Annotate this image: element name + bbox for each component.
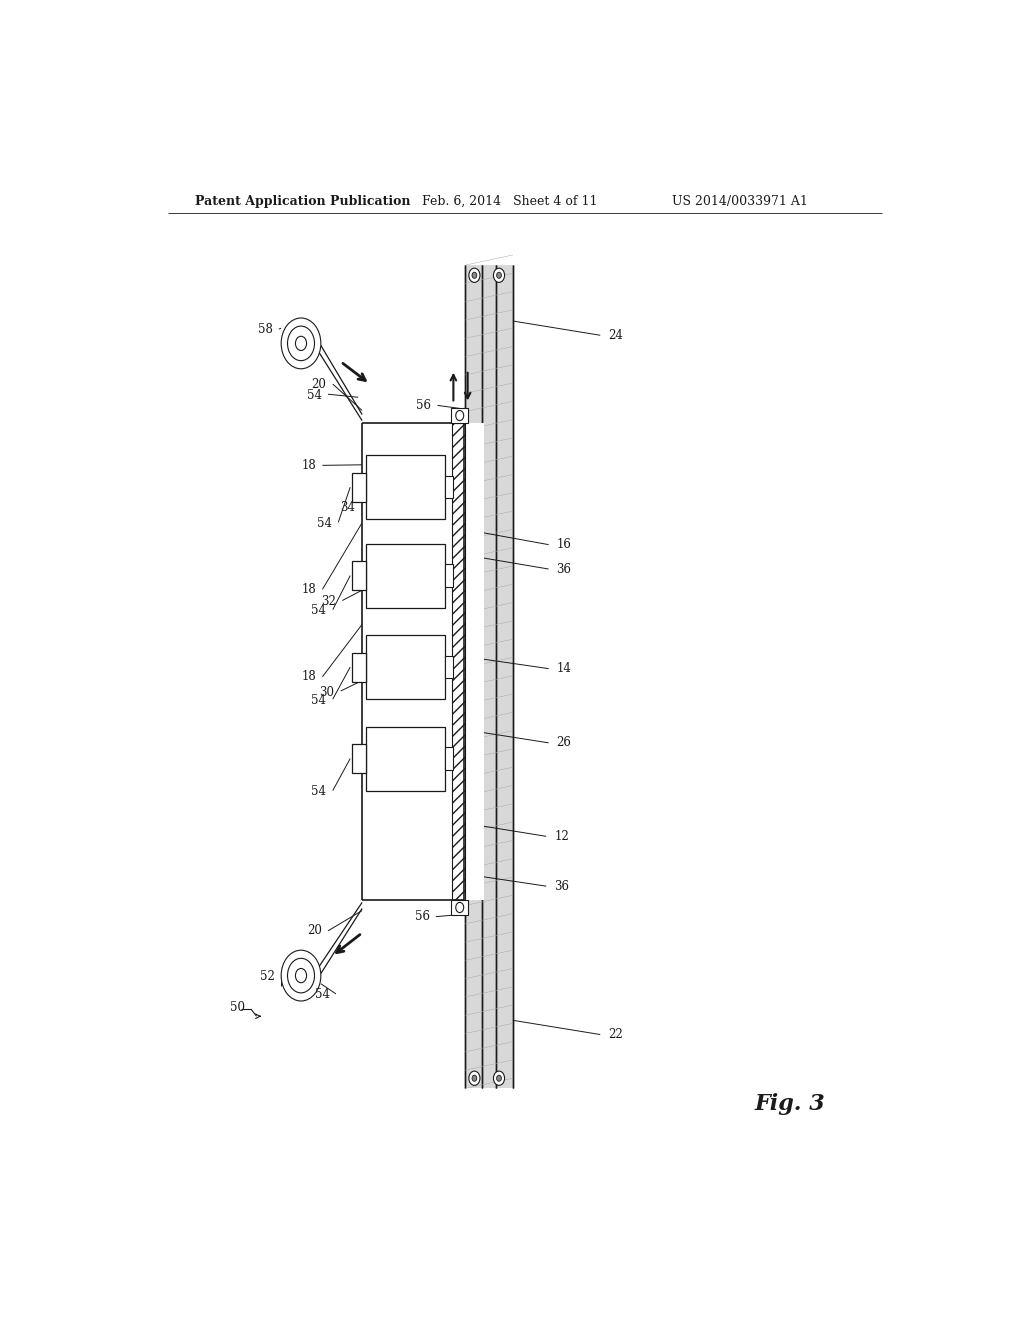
Text: 54: 54 <box>311 693 327 706</box>
Bar <box>452 422 465 900</box>
Bar <box>352 473 367 502</box>
Text: 52: 52 <box>260 970 274 983</box>
Text: 34: 34 <box>340 500 355 513</box>
Circle shape <box>456 903 464 912</box>
Text: 54: 54 <box>311 605 327 618</box>
Text: US 2014/0033971 A1: US 2014/0033971 A1 <box>672 194 808 207</box>
Text: 20: 20 <box>307 924 322 937</box>
Text: 14: 14 <box>557 663 571 675</box>
Circle shape <box>494 1071 505 1085</box>
Text: 36: 36 <box>554 879 569 892</box>
Bar <box>352 744 367 774</box>
Bar <box>367 726 445 791</box>
Text: 56: 56 <box>415 909 430 923</box>
Circle shape <box>469 268 480 282</box>
Circle shape <box>497 1076 502 1081</box>
Text: 12: 12 <box>554 830 569 843</box>
Text: 24: 24 <box>608 329 623 342</box>
Circle shape <box>282 950 321 1001</box>
Bar <box>352 561 367 590</box>
Bar <box>352 652 367 681</box>
Text: 18: 18 <box>301 671 316 684</box>
Bar <box>445 656 454 678</box>
Text: 26: 26 <box>557 737 571 750</box>
Circle shape <box>469 1071 480 1085</box>
Circle shape <box>456 411 464 421</box>
Bar <box>451 900 468 915</box>
Circle shape <box>282 318 321 368</box>
Text: 22: 22 <box>608 1028 623 1041</box>
Bar <box>367 455 445 519</box>
Text: Feb. 6, 2014   Sheet 4 of 11: Feb. 6, 2014 Sheet 4 of 11 <box>422 194 597 207</box>
Text: 54: 54 <box>306 388 322 401</box>
Text: 54: 54 <box>317 517 332 529</box>
Bar <box>465 265 513 1089</box>
Circle shape <box>472 1076 477 1081</box>
Text: 18: 18 <box>301 583 316 595</box>
Circle shape <box>296 337 306 351</box>
Text: 58: 58 <box>258 322 272 335</box>
Bar <box>367 635 445 700</box>
Text: 18: 18 <box>301 459 316 471</box>
Circle shape <box>288 326 314 360</box>
Bar <box>445 565 454 587</box>
Text: 56: 56 <box>416 399 431 412</box>
Circle shape <box>494 268 505 282</box>
Circle shape <box>472 272 477 279</box>
Text: 54: 54 <box>314 989 330 1002</box>
Text: 50: 50 <box>229 1001 245 1014</box>
Bar <box>445 747 454 770</box>
Bar <box>445 477 454 499</box>
Text: Fig. 3: Fig. 3 <box>755 1093 825 1114</box>
Bar <box>362 422 483 900</box>
Text: 32: 32 <box>322 595 336 609</box>
Bar <box>367 544 445 607</box>
Circle shape <box>296 969 306 982</box>
Text: Patent Application Publication: Patent Application Publication <box>196 194 411 207</box>
Text: 36: 36 <box>557 562 571 576</box>
Circle shape <box>288 958 314 993</box>
Text: 30: 30 <box>319 685 334 698</box>
Text: 54: 54 <box>311 785 327 799</box>
Text: 20: 20 <box>311 378 327 391</box>
Text: 16: 16 <box>557 539 571 552</box>
Bar <box>451 408 468 422</box>
Circle shape <box>497 272 502 279</box>
